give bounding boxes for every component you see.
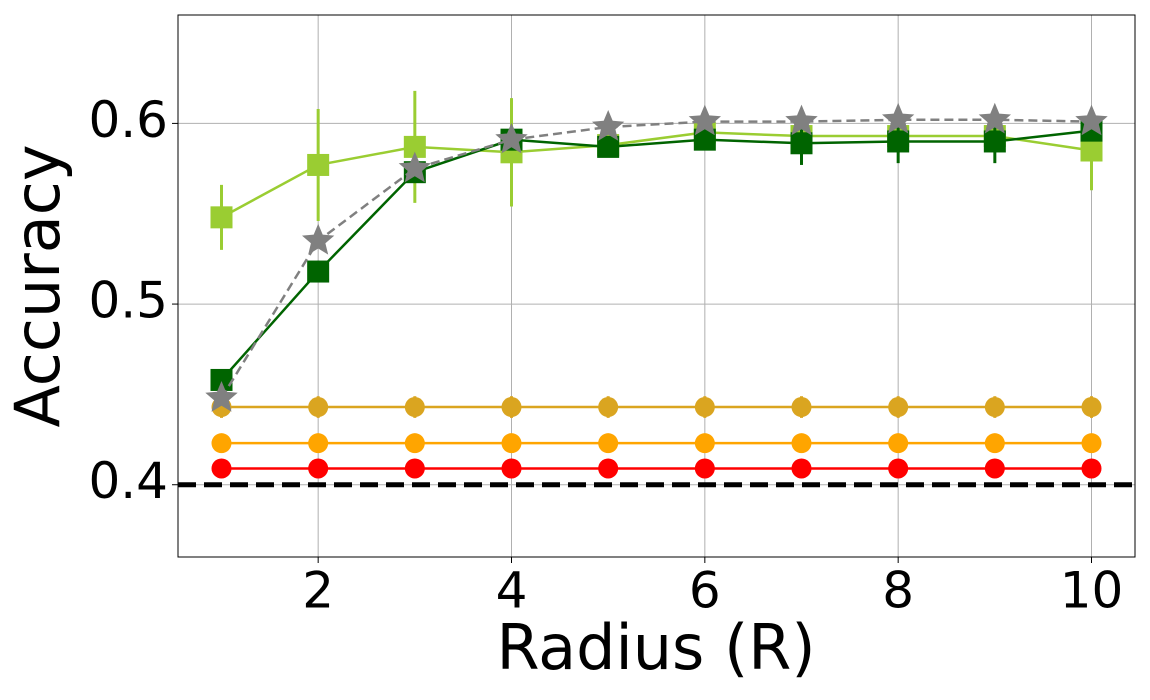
point [1075,104,1108,136]
y-tick-label: 0.4 [88,452,168,510]
point [501,433,522,454]
point [791,458,812,479]
point [694,397,715,418]
point [598,397,619,418]
point [791,433,812,454]
point [984,397,1005,418]
point [984,433,1005,454]
point [887,130,910,153]
point [211,433,232,454]
point [211,458,232,479]
point [210,368,233,391]
point [210,206,233,229]
point [501,397,522,418]
point [694,458,715,479]
point [398,151,431,183]
marks [178,90,1135,488]
point [1081,433,1102,454]
point [308,433,329,454]
series-line [220,131,1092,219]
point [404,458,425,479]
point [888,433,909,454]
y-tick-label: 0.6 [88,91,168,149]
x-tick-label: 8 [882,562,914,620]
point [790,132,813,155]
point [597,135,620,158]
point [785,104,818,136]
plot-area [178,15,1135,557]
point [308,397,329,418]
x-axis-label: Radius (R) [496,611,815,684]
point [983,130,1006,153]
point [403,135,426,158]
point [693,128,716,151]
y-tick-label: 0.5 [88,272,168,330]
point [501,458,522,479]
series-line [220,118,1092,399]
point [404,397,425,418]
point [302,223,335,255]
point [592,110,625,141]
x-tick-label: 6 [689,562,721,620]
series-line [220,129,1092,381]
point [307,153,330,176]
point [791,397,812,418]
point [495,122,528,154]
point [308,458,329,479]
point [694,433,715,454]
x-tick-label: 2 [302,562,334,620]
point [205,381,238,412]
point [307,260,330,283]
point [1081,458,1102,479]
point [404,433,425,454]
point [978,102,1011,134]
point [598,433,619,454]
y-axis-label: Accuracy [1,144,74,427]
plot-frame [177,14,1136,558]
point [882,102,915,134]
point [598,458,619,479]
point [888,458,909,479]
x-tick-label: 4 [496,562,528,620]
point [888,397,909,418]
point [984,458,1005,479]
x-tick-label: 10 [1060,562,1124,620]
point [1081,397,1102,418]
point [1080,139,1103,162]
point [688,104,721,136]
